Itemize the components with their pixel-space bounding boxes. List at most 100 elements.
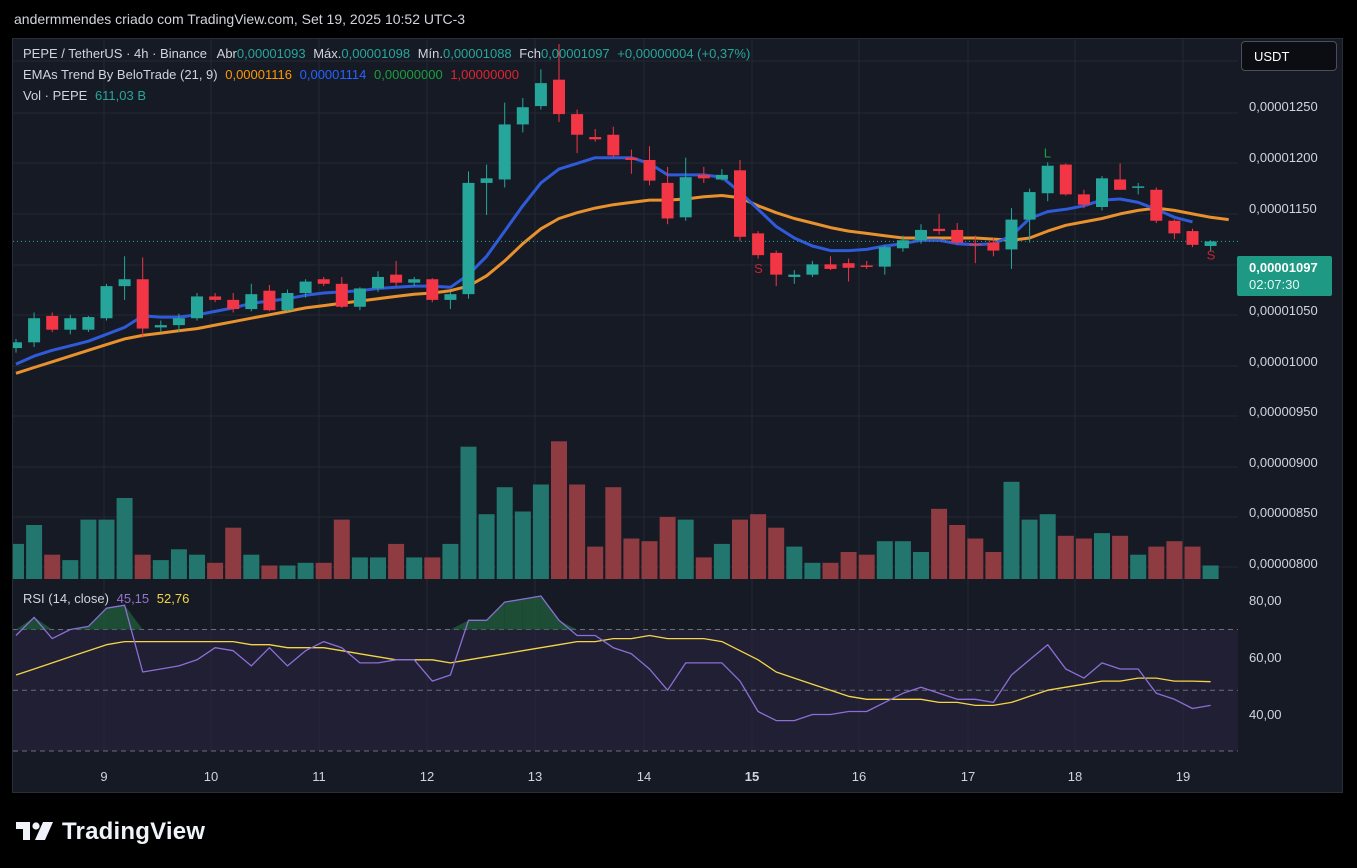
volume-bar: [840, 552, 857, 579]
candle-body: [951, 229, 964, 243]
candle-body: [1096, 178, 1108, 207]
price-axis-label: 0,00001250: [1249, 99, 1318, 114]
candle-body: [13, 342, 22, 349]
candle-body: [335, 283, 348, 307]
rsi-overbought-fill: [559, 620, 578, 630]
candle-body: [661, 182, 674, 219]
volume-bar: [858, 554, 875, 579]
time-axis-label: 9: [100, 769, 107, 784]
candle-body: [534, 83, 547, 107]
rsi-title[interactable]: RSI (14, close): [23, 591, 109, 606]
candle-body: [1041, 165, 1054, 194]
volume-bar: [514, 511, 531, 579]
volume-bar: [894, 541, 911, 579]
volume-bar: [1039, 514, 1056, 579]
volume-bar: [315, 562, 332, 579]
volume-bar: [623, 538, 640, 579]
candle-body: [390, 274, 403, 283]
ema-indicator-title[interactable]: EMAs Trend By BeloTrade (21, 9): [23, 67, 218, 82]
volume-bar: [804, 562, 821, 579]
volume-bar: [170, 549, 187, 579]
candle-body: [281, 293, 294, 311]
volume-bar: [1112, 535, 1129, 579]
candle-body: [28, 318, 41, 343]
price-axis-label: 0,00000850: [1249, 505, 1318, 520]
volume-legend: Vol · PEPE 611,03 B: [23, 88, 146, 103]
volume-bar: [913, 552, 929, 579]
candle-body: [1150, 189, 1163, 221]
open-label: Abr: [216, 46, 237, 61]
candle-body: [842, 263, 855, 268]
candle-body: [64, 318, 77, 330]
rsi-overbought-fill: [540, 596, 559, 630]
chart-canvas[interactable]: 0,00001250 0,00001200 0,00001150 0,00001050…: [13, 39, 1342, 792]
candle-body: [697, 174, 710, 179]
price-axis-label: 0,00001000: [1249, 354, 1318, 369]
chart-frame[interactable]: 0,00001250 0,00001200 0,00001150 0,00001050…: [12, 38, 1343, 793]
currency-button[interactable]: USDT: [1241, 41, 1337, 71]
time-axis-label: 19: [1176, 769, 1190, 784]
rsi-overbought-fill: [34, 617, 53, 630]
ema-value-3: 0,00000000: [374, 67, 443, 82]
candle-body: [353, 288, 366, 307]
volume-bar: [44, 554, 61, 579]
attribution-text: andermmendes criado com TradingView.com,…: [14, 11, 466, 27]
candle-body: [752, 233, 765, 256]
volume-bar: [551, 441, 567, 579]
volume-bar: [750, 514, 767, 579]
volume-bar: [967, 538, 984, 579]
rsi-overbought-fill: [106, 605, 125, 630]
volume-bar: [605, 487, 622, 579]
volume-bar: [478, 514, 495, 579]
time-axis-label: 11: [312, 769, 326, 784]
volume-bar: [460, 446, 477, 579]
candle-body: [426, 279, 439, 300]
time-axis-label: 16: [852, 769, 866, 784]
low-value: 0,00001088: [442, 46, 512, 61]
candle-body: [806, 264, 819, 275]
candle-body: [933, 228, 946, 232]
candle-body: [824, 264, 837, 269]
volume-value: 611,03 B: [94, 88, 147, 103]
volume-bar: [297, 562, 314, 579]
volume-bar: [62, 560, 79, 579]
candle-body: [136, 279, 149, 329]
candle-body: [679, 177, 692, 218]
time-axis-label: 14: [637, 769, 651, 784]
candle-body: [589, 137, 602, 140]
time-axis-label: 17: [961, 769, 975, 784]
candle-body: [969, 243, 982, 246]
volume-bar: [388, 543, 405, 579]
volume-bar: [713, 543, 730, 579]
candle-body: [734, 170, 746, 237]
brand-name: TradingView: [62, 818, 206, 845]
attribution-bar: andermmendes criado com TradingView.com,…: [0, 0, 1357, 38]
price-axis-label: 0,00001200: [1249, 150, 1318, 165]
rsi-axis-label: 80,00: [1249, 593, 1282, 608]
tradingview-logo-icon: [16, 822, 53, 840]
rsi-overbought-fill: [468, 620, 487, 630]
rsi-overbought-fill: [504, 599, 523, 630]
volume-bar: [1166, 541, 1183, 579]
price-axis-label: 0,00001050: [1249, 303, 1318, 318]
volume-title[interactable]: Vol · PEPE: [23, 88, 88, 103]
volume-bar: [152, 560, 169, 579]
candle-body: [317, 279, 330, 284]
high-label: Máx.: [313, 46, 342, 61]
rsi-overbought-fill: [486, 602, 505, 630]
time-axis-label: 18: [1068, 769, 1082, 784]
candle-body: [498, 124, 511, 180]
rsi-line: [15, 595, 1211, 722]
signal-label-s: S: [754, 261, 763, 276]
symbol-title[interactable]: PEPE / TetherUS · 4h · Binance: [23, 46, 208, 61]
ema-value-4: 1,00000000: [450, 67, 520, 82]
volume-bar: [243, 554, 260, 579]
volume-bar: [768, 527, 785, 579]
candle-body: [643, 159, 656, 181]
candle-body: [896, 240, 909, 249]
price-axis-label: 0,00000900: [1249, 455, 1318, 470]
volume-bar: [13, 543, 24, 579]
volume-bar: [1184, 546, 1201, 579]
volume-bar: [370, 557, 386, 579]
candle-body: [100, 286, 113, 319]
